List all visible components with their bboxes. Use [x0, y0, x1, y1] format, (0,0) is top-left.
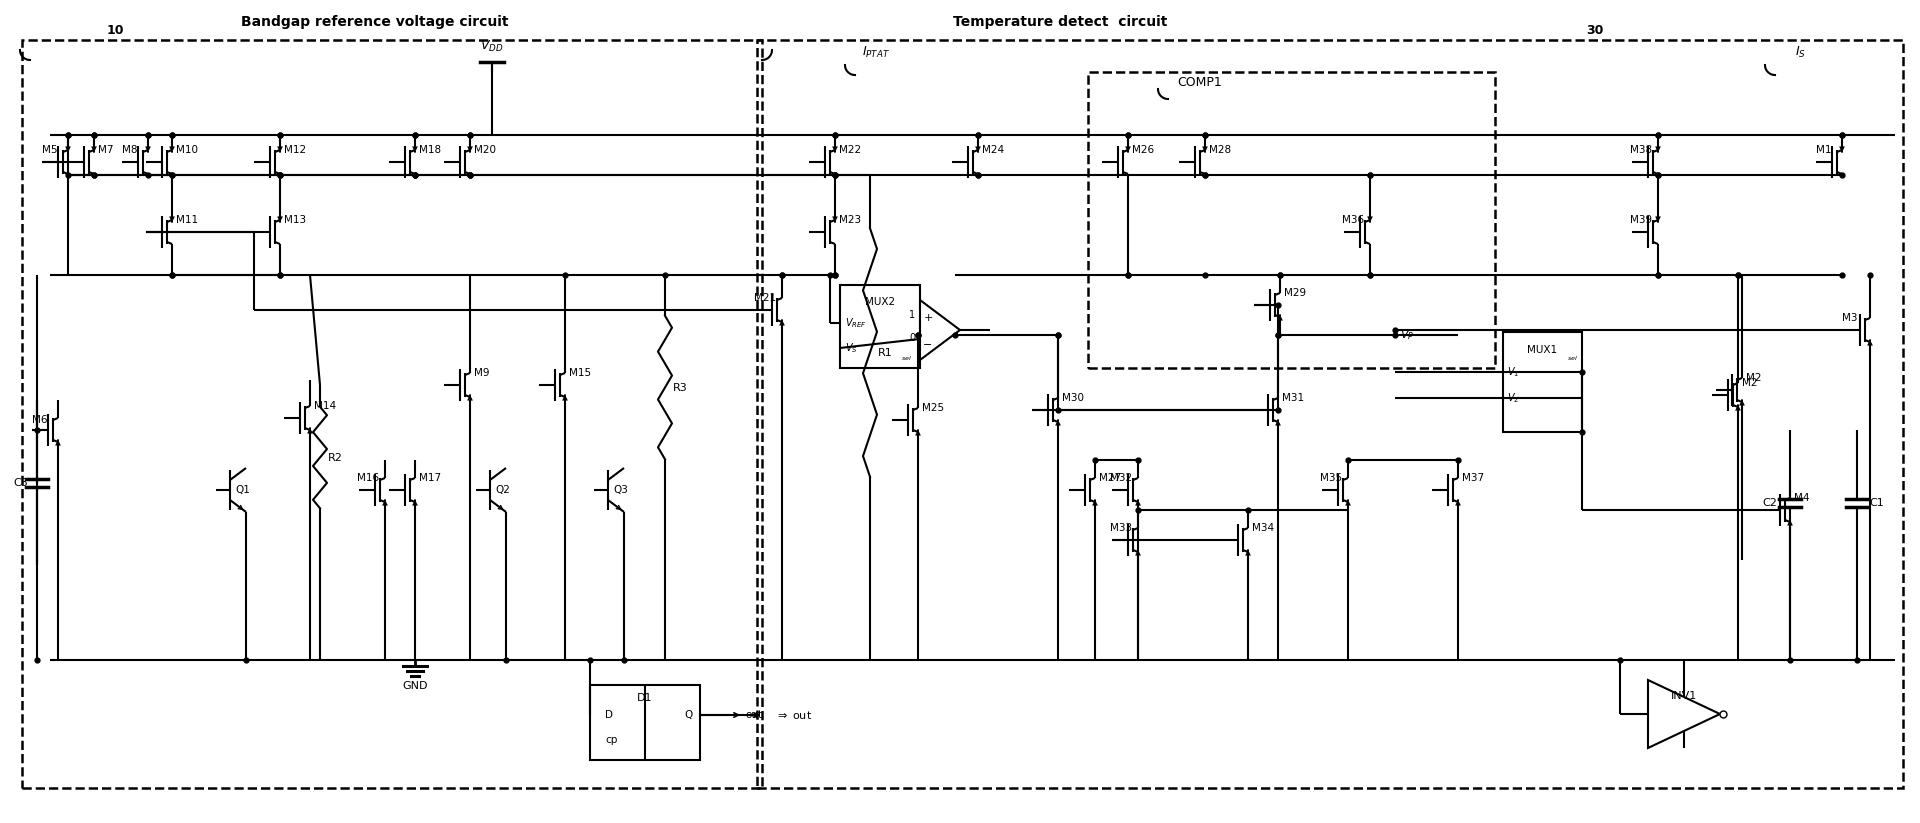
Text: M37: M37: [1461, 473, 1484, 483]
Text: $V_P$: $V_P$: [1400, 328, 1415, 342]
Polygon shape: [920, 300, 960, 360]
Text: M32: M32: [1110, 473, 1133, 483]
Text: M7: M7: [98, 145, 113, 155]
Text: out: out: [745, 710, 762, 720]
Text: 1: 1: [908, 310, 916, 320]
Text: M23: M23: [839, 215, 862, 225]
Text: INV1: INV1: [1670, 691, 1697, 701]
Text: $I_S$: $I_S$: [1795, 44, 1805, 59]
Text: $V_N$: $V_N$: [927, 328, 943, 342]
Text: COMP1: COMP1: [1177, 76, 1223, 89]
Text: M36: M36: [1342, 215, 1363, 225]
Text: M29: M29: [1284, 288, 1306, 298]
Text: M30: M30: [1062, 393, 1085, 403]
Text: $V_S$: $V_S$: [845, 341, 858, 355]
Text: $V_{DD}$: $V_{DD}$: [480, 39, 503, 53]
Text: M12: M12: [284, 145, 305, 155]
Text: $I_{PTAT}$: $I_{PTAT}$: [862, 44, 891, 59]
Text: C3: C3: [13, 477, 27, 487]
Text: M28: M28: [1210, 145, 1231, 155]
Text: MUX1: MUX1: [1526, 345, 1557, 355]
Text: M20: M20: [474, 145, 495, 155]
Text: M18: M18: [419, 145, 442, 155]
Text: cp: cp: [605, 735, 618, 745]
Text: M39: M39: [1630, 215, 1651, 225]
Text: R3: R3: [674, 383, 687, 393]
Text: $V_{REF}$: $V_{REF}$: [845, 316, 866, 330]
Text: M6: M6: [33, 415, 48, 425]
Text: M33: M33: [1110, 523, 1133, 533]
Text: M8: M8: [123, 145, 138, 155]
Text: Q1: Q1: [234, 485, 250, 495]
Text: M38: M38: [1630, 145, 1651, 155]
Text: R1: R1: [877, 347, 893, 357]
Text: M13: M13: [284, 215, 305, 225]
Text: Temperature detect  circuit: Temperature detect circuit: [952, 15, 1167, 29]
Text: M10: M10: [177, 145, 198, 155]
Text: M31: M31: [1283, 393, 1304, 403]
Text: M25: M25: [922, 403, 945, 413]
Text: M35: M35: [1321, 473, 1342, 483]
Text: −: −: [924, 340, 933, 350]
Text: M1: M1: [1816, 145, 1832, 155]
Text: 30: 30: [1586, 24, 1603, 36]
Polygon shape: [1647, 680, 1720, 748]
Text: Q3: Q3: [612, 485, 628, 495]
Text: M26: M26: [1133, 145, 1154, 155]
Text: M9: M9: [474, 368, 490, 378]
Text: $\Rightarrow$ out: $\Rightarrow$ out: [776, 709, 812, 721]
Text: $V_2$: $V_2$: [1507, 391, 1519, 405]
Text: M16: M16: [357, 473, 378, 483]
Text: 10: 10: [106, 24, 123, 36]
Text: C2: C2: [1763, 497, 1776, 508]
Bar: [1503, 332, 1582, 432]
Text: M2: M2: [1745, 373, 1761, 383]
Text: Bandgap reference voltage circuit: Bandgap reference voltage circuit: [242, 15, 509, 29]
Text: Q2: Q2: [495, 485, 511, 495]
Text: Q: Q: [685, 710, 693, 720]
Text: M3: M3: [1841, 313, 1857, 323]
Text: M24: M24: [981, 145, 1004, 155]
Text: M11: M11: [177, 215, 198, 225]
Text: C1: C1: [1868, 497, 1884, 508]
Text: D1: D1: [637, 693, 653, 703]
Text: M17: M17: [419, 473, 442, 483]
Text: M21: M21: [755, 293, 776, 303]
Text: M4: M4: [1793, 493, 1809, 503]
Bar: [589, 685, 701, 760]
Text: M34: M34: [1252, 523, 1275, 533]
Text: +: +: [924, 313, 933, 323]
Text: M2: M2: [1741, 378, 1757, 388]
Text: M22: M22: [839, 145, 862, 155]
Text: $_{sel}$: $_{sel}$: [1567, 354, 1578, 362]
Bar: [21, 40, 762, 788]
Bar: [1089, 72, 1496, 368]
Text: MUX2: MUX2: [864, 297, 895, 307]
Bar: [756, 40, 1903, 788]
Text: D: D: [605, 710, 612, 720]
Text: M27: M27: [1098, 473, 1121, 483]
Bar: [841, 285, 920, 368]
Text: $_{sel}$: $_{sel}$: [900, 354, 912, 362]
Text: M5: M5: [42, 145, 58, 155]
Text: R2: R2: [328, 453, 344, 463]
Text: GND: GND: [403, 681, 428, 691]
Text: M15: M15: [568, 368, 591, 378]
Text: $V_1$: $V_1$: [1507, 365, 1519, 379]
Text: 0: 0: [908, 333, 916, 343]
Text: M14: M14: [315, 401, 336, 411]
